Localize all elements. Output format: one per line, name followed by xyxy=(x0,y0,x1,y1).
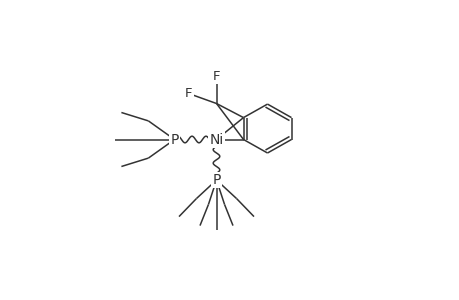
Text: P: P xyxy=(212,173,220,187)
Text: F: F xyxy=(213,70,220,83)
Text: P: P xyxy=(170,133,178,146)
Text: Ni: Ni xyxy=(209,133,223,146)
Text: F: F xyxy=(185,87,192,100)
